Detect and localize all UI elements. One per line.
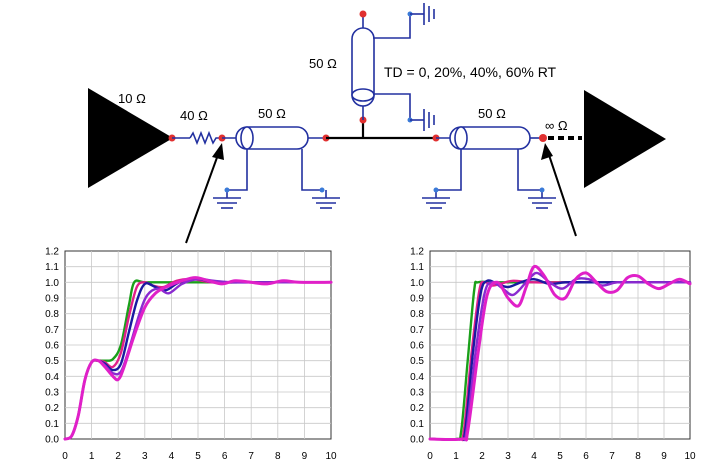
tline1-end-ellipse [240,126,254,150]
y-tick-label: 0.9 [410,294,424,305]
y-tick-label: 0.3 [410,388,424,399]
y-tick-label: 0.8 [410,309,424,320]
stub-ground-wire-bottom [373,93,411,120]
tline2-ground-wire-right [517,149,542,191]
y-tick-label: 0.7 [410,325,424,336]
driver-impedance-label: 10 Ω [118,91,146,106]
y-tick-label: 0.3 [45,388,59,399]
y-tick-label: 0.2 [410,403,424,414]
stub-top-node [359,10,367,18]
x-tick-label: 0 [427,451,433,462]
far-end-waveform-chart: 0 1 2 3 4 5 6 7 8 9 10 0.0 0.1 0.2 0.3 0.4 0.5 0.6 0.7 0.8 0… [410,247,696,463]
x-tick-label: 9 [302,451,308,462]
y-tick-label: 1.0 [410,278,424,289]
y-tick-label: 0.1 [45,419,59,430]
near-end-waveform-chart: 0 1 2 3 4 5 6 7 8 9 10 0.0 0.1 0.2 0.3 0.4 0.5 0.6 0.7 0.8 0… [45,247,337,463]
ground-icon [213,190,241,209]
stub-impedance-label: 50 Ω [309,56,337,71]
x-tick-label: 3 [505,451,511,462]
y-tick-label: 1.1 [410,262,424,273]
y-tick-label: 0.8 [45,309,59,320]
y-tick-label: 0.6 [410,341,424,352]
series-resistor-label: 40 Ω [180,108,208,123]
ground-node [224,187,230,193]
x-tick-label: 10 [684,451,696,462]
arrow-near-probe-icon [185,143,224,244]
x-tick-label: 6 [583,451,589,462]
x-tick-label: 8 [635,451,641,462]
y-tick-label: 0.1 [410,419,424,430]
driver-buffer-icon [88,88,173,188]
y-tick-label: 0.0 [410,435,424,446]
x-tick-label: 0 [62,451,68,462]
arrow-far-probe-icon [541,143,577,237]
y-tick-label: 1.1 [45,262,59,273]
y-tick-label: 0.9 [45,294,59,305]
y-tick-label: 0.5 [410,356,424,367]
y-tick-label: 1.2 [410,247,424,258]
tline2-ground-wire-left [436,149,462,191]
x-tick-label: 4 [169,451,175,462]
ground-icon [410,3,435,25]
y-tick-label: 0.2 [45,403,59,414]
series-line-3 [428,277,692,442]
x-tick-label: 1 [453,451,459,462]
tline1-ground-wire-right [301,149,322,191]
series-line-5 [428,264,692,442]
y-tick-label: 0.6 [45,341,59,352]
stub-end-ellipse [351,88,375,102]
x-tick-label: 2 [115,451,121,462]
receiver-impedance-label: ∞ Ω [545,118,568,133]
x-tick-label: 1 [89,451,95,462]
series-resistor-icon [189,130,222,146]
time-delay-label: TD = 0, 20%, 40%, 60% RT [384,64,557,80]
x-tick-label: 5 [195,451,201,462]
probe-node-far [539,134,547,142]
y-tick-label: 0.7 [45,325,59,336]
x-tick-label: 4 [531,451,537,462]
tline1-impedance-label: 50 Ω [258,106,286,121]
x-tick-label: 2 [479,451,485,462]
ground-node [319,187,325,193]
x-tick-label: 10 [325,451,337,462]
ground-node [539,187,545,193]
series-line-5 [63,276,333,441]
ground-icon [422,190,450,209]
stub-ground-wire-top [373,14,411,39]
ground-icon [528,190,556,209]
tline2-end-ellipse [454,126,468,150]
x-tick-label: 8 [275,451,281,462]
x-tick-label: 9 [661,451,667,462]
y-tick-label: 0.4 [410,372,424,383]
x-tick-label: 6 [222,451,228,462]
ground-node [433,187,439,193]
tline2-impedance-label: 50 Ω [478,106,506,121]
x-tick-label: 5 [557,451,563,462]
y-tick-label: 1.2 [45,247,59,258]
y-tick-label: 0.0 [45,435,59,446]
tline1-ground-wire-left [227,149,248,191]
ground-icon [312,190,340,209]
x-tick-label: 7 [248,451,254,462]
x-tick-label: 7 [609,451,615,462]
y-tick-label: 0.4 [45,372,59,383]
receiver-buffer-icon [584,90,666,188]
x-tick-label: 3 [142,451,148,462]
ground-icon [410,109,435,131]
y-tick-label: 0.5 [45,356,59,367]
y-tick-label: 1.0 [45,278,59,289]
